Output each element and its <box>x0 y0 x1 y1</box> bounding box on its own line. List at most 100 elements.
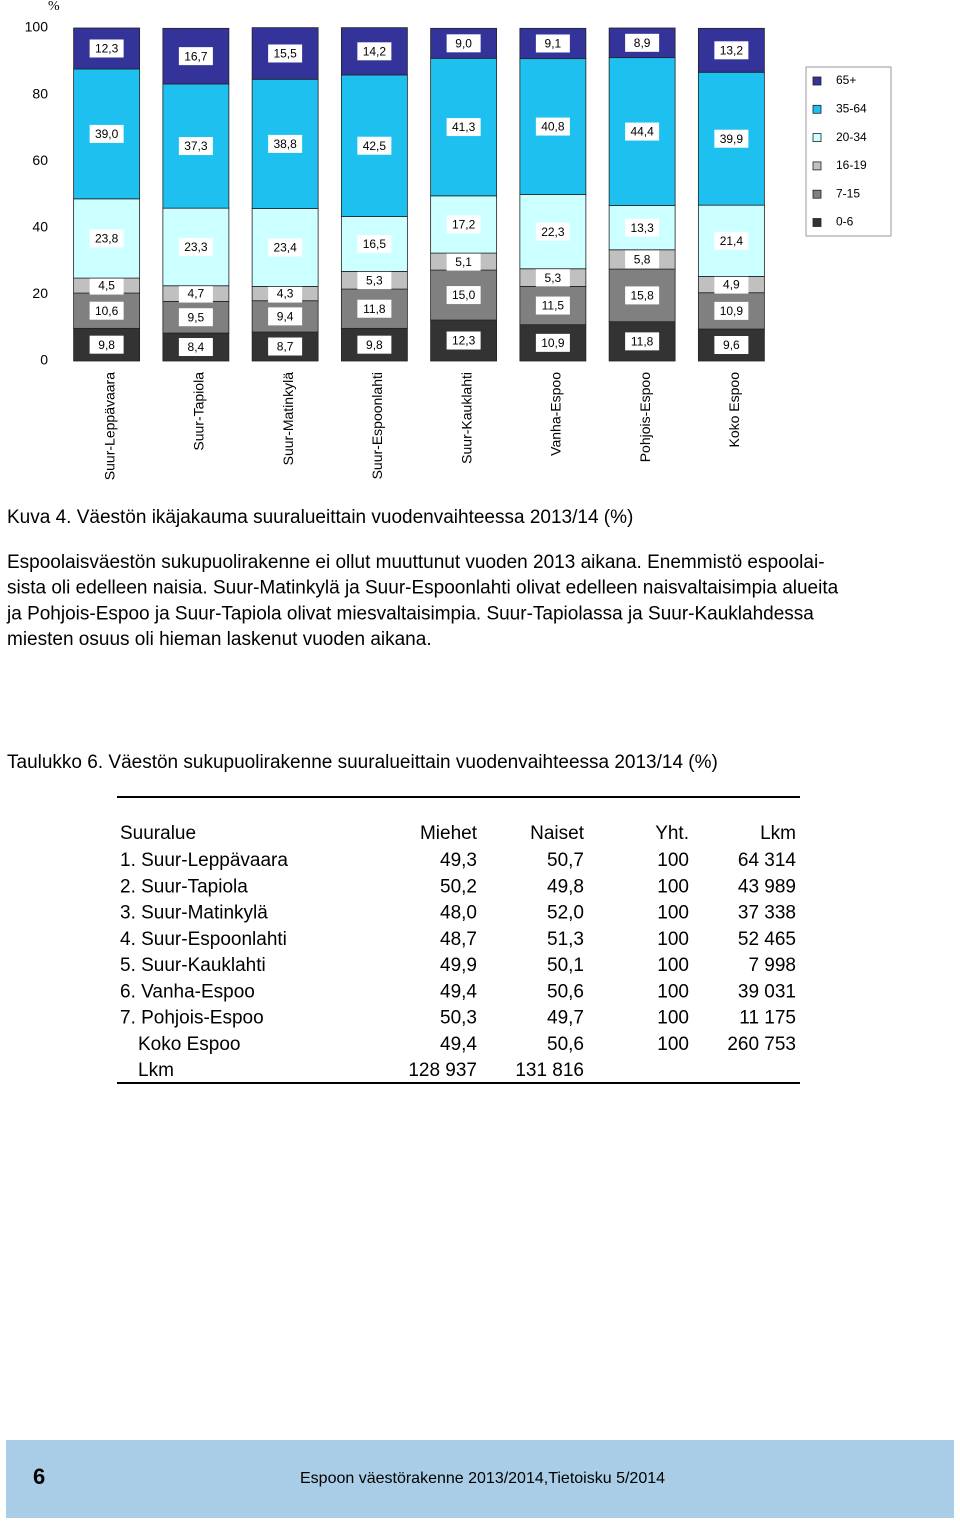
data-label: 5,3 <box>366 273 383 287</box>
data-label: 12,3 <box>452 334 476 348</box>
x-tick-label: Suur-Kauklahti <box>458 372 474 464</box>
data-label: 23,3 <box>184 240 208 254</box>
table-cell: 100 <box>657 981 689 1002</box>
paragraph-line: sista oli edelleen naisia. Suur-Matinkyl… <box>7 578 839 599</box>
table-cell: 52,0 <box>547 903 584 924</box>
data-label: 12,3 <box>95 42 119 56</box>
footer-band <box>6 1440 954 1518</box>
data-label: 8,4 <box>188 340 205 354</box>
legend-label: 35-64 <box>836 101 867 115</box>
legend-swatch <box>812 76 822 86</box>
table-cell: Koko Espoo <box>138 1034 240 1055</box>
table-cell: 50,7 <box>547 850 584 871</box>
data-label: 4,5 <box>98 279 115 293</box>
label-box <box>535 34 570 53</box>
label-box <box>714 41 749 60</box>
label-box <box>89 229 124 248</box>
table-cell: 100 <box>657 929 689 950</box>
label-box <box>535 117 570 136</box>
table-cell: 52 465 <box>738 929 796 950</box>
table-cell: 3. Suur-Matinkylä <box>120 903 268 924</box>
y-unit: % <box>48 0 60 14</box>
table-cell: 64 314 <box>738 850 797 871</box>
label-box <box>357 271 392 290</box>
label-box <box>714 301 749 320</box>
data-label: 10,6 <box>95 304 119 318</box>
data-label: 42,5 <box>363 139 387 153</box>
legend-label: 16-19 <box>836 158 867 172</box>
table-cell: 4. Suur-Espoonlahti <box>120 929 287 950</box>
label-box <box>625 122 660 141</box>
data-label: 5,3 <box>545 271 562 285</box>
table-cell: 11 175 <box>739 1008 796 1029</box>
data-label: 4,3 <box>277 287 294 301</box>
label-box <box>178 237 213 256</box>
label-box <box>178 137 213 156</box>
label-box <box>357 234 392 253</box>
data-label: 4,7 <box>188 287 205 301</box>
table-cell: 100 <box>657 955 689 976</box>
paragraph-line: ja Pohjois-Espoo ja Suur-Tapiola olivat … <box>6 603 814 624</box>
table-cell: 39 031 <box>738 981 796 1002</box>
table-cell: 7. Pohjois-Espoo <box>120 1008 264 1029</box>
data-label: 17,2 <box>452 218 476 232</box>
data-label: 9,0 <box>455 36 472 50</box>
table-cell: 1. Suur-Leppävaara <box>120 850 288 871</box>
x-tick-label: Suur-Leppävaara <box>101 372 117 480</box>
label-box <box>446 286 481 305</box>
legend-box <box>805 66 892 237</box>
data-label: 23,8 <box>95 232 119 246</box>
table-header: Miehet <box>420 823 478 844</box>
data-label: 11,5 <box>542 299 565 313</box>
x-tick-label: Pohjois-Espoo <box>637 372 653 462</box>
legend-label: 65+ <box>836 73 856 87</box>
label-box <box>714 231 749 250</box>
table-cell: 48,7 <box>440 929 477 950</box>
label-box <box>178 47 213 66</box>
data-label: 39,9 <box>720 132 744 146</box>
label-box <box>268 284 303 303</box>
table-header: Suuralue <box>120 823 196 844</box>
y-tick-label: 80 <box>32 85 48 101</box>
data-label: 15,8 <box>630 289 654 303</box>
table-cell: 131 816 <box>515 1060 584 1081</box>
table-cell: 49,4 <box>440 981 477 1002</box>
table-cell: 2. Suur-Tapiola <box>120 876 248 897</box>
page-number: 6 <box>33 1464 45 1489</box>
table-cell: 43 989 <box>738 876 796 897</box>
data-label: 38,8 <box>273 137 297 151</box>
data-label: 44,4 <box>630 125 654 139</box>
table-cell: 100 <box>657 850 689 871</box>
label-box <box>268 337 303 356</box>
label-box <box>268 134 303 153</box>
table-cell: 50,6 <box>547 981 584 1002</box>
table-header: Yht. <box>655 823 689 844</box>
data-label: 41,3 <box>452 120 476 134</box>
table-cell: 37 338 <box>738 903 796 924</box>
data-label: 9,8 <box>98 338 115 352</box>
table-cell: 7 998 <box>748 955 796 976</box>
table-cell: 100 <box>657 1034 689 1055</box>
data-label: 4,9 <box>723 278 740 292</box>
data-label: 16,7 <box>184 49 208 63</box>
legend-swatch <box>812 133 822 143</box>
label-box <box>357 299 392 318</box>
data-label: 39,0 <box>95 127 119 141</box>
y-tick-label: 60 <box>32 152 48 168</box>
data-label: 16,5 <box>363 237 387 251</box>
label-box <box>178 308 213 327</box>
data-label: 15,5 <box>273 47 297 61</box>
data-label: 5,1 <box>455 255 472 269</box>
footer-text: Espoon väestörakenne 2013/2014,Tietoisku… <box>300 1470 665 1487</box>
y-tick-label: 20 <box>32 285 48 301</box>
legend-label: 0-6 <box>836 215 854 229</box>
data-label: 5,8 <box>634 253 651 267</box>
table-cell: 50,3 <box>440 1008 477 1029</box>
label-box <box>714 336 749 355</box>
table-cell: 51,3 <box>547 929 584 950</box>
data-label: 13,3 <box>630 221 654 235</box>
label-box <box>625 332 660 351</box>
legend-swatch <box>812 218 822 227</box>
label-box <box>535 222 570 241</box>
